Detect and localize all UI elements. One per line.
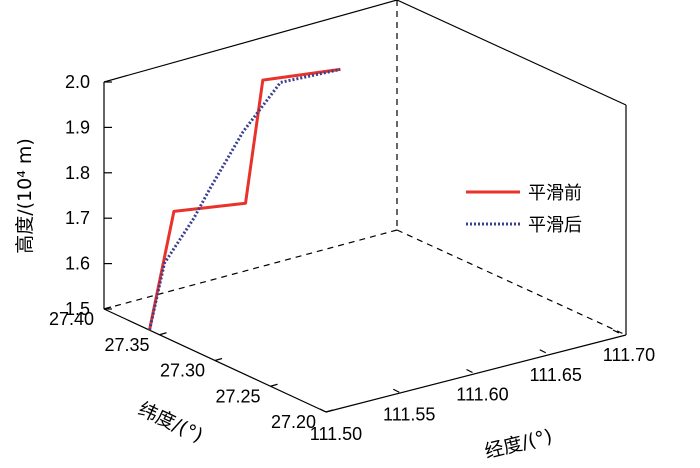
- hidden-edge-right: [396, 229, 627, 336]
- x-tick-label: 111.50: [310, 424, 362, 444]
- y-tick-mark: [325, 409, 334, 413]
- x-tick-mark: [539, 349, 547, 354]
- x-tick-label: 111.65: [530, 365, 582, 385]
- y-tick-label: 27.30: [160, 361, 205, 381]
- y-tick-label: 27.25: [215, 386, 260, 406]
- series-group: [148, 67, 341, 331]
- x-ticks: 111.50 111.55 111.60 111.65 111.70: [310, 329, 655, 444]
- series-line-before-smoothing: [148, 67, 341, 331]
- x-tick-mark: [612, 329, 620, 334]
- z-ticks: 2.0 1.9 1.8 1.7 1.6 1.5: [65, 72, 112, 319]
- x-tick-label: 111.55: [383, 404, 435, 424]
- x-tick-mark: [319, 408, 327, 413]
- legend: 平滑前 平滑后: [466, 183, 582, 236]
- z-tick-label: 1.9: [65, 117, 90, 137]
- series-line-after-smoothing: [148, 67, 341, 331]
- z-tick-label: 1.6: [65, 254, 90, 274]
- y-tick-mark: [159, 332, 167, 336]
- y-tick-mark: [103, 306, 112, 310]
- y-tick-label: 27.40: [49, 309, 94, 329]
- legend-label-after: 平滑后: [528, 215, 582, 236]
- back-top-edge: [103, 0, 398, 83]
- z-tick-label: 1.8: [65, 163, 90, 183]
- y-axis-label: 纬度/(°): [135, 398, 207, 447]
- x-tick-label: 111.60: [456, 385, 508, 405]
- y-tick-label: 27.20: [271, 412, 316, 432]
- back-right-edge: [396, 0, 627, 106]
- z-tick-label: 1.7: [65, 208, 90, 228]
- legend-label-before: 平滑前: [528, 183, 582, 204]
- x-tick-mark: [466, 368, 473, 374]
- hidden-edge-left: [103, 229, 398, 310]
- x-tick-mark: [392, 388, 400, 393]
- y-tick-label: 27.35: [104, 335, 149, 355]
- axes-box: [103, 0, 627, 413]
- z-tick-label: 1.5: [65, 299, 90, 319]
- x-axis-line: [325, 334, 627, 413]
- z-axis-label: 高度/(10⁴ m): [14, 138, 36, 254]
- y-tick-mark: [214, 357, 223, 362]
- x-axis-label: 经度/(°): [483, 425, 555, 463]
- y-ticks: 27.40 27.35 27.30 27.25 27.20: [49, 306, 334, 432]
- y-tick-mark: [270, 383, 278, 387]
- z-tick-label: 2.0: [65, 72, 90, 92]
- x-tick-label: 111.70: [603, 345, 655, 365]
